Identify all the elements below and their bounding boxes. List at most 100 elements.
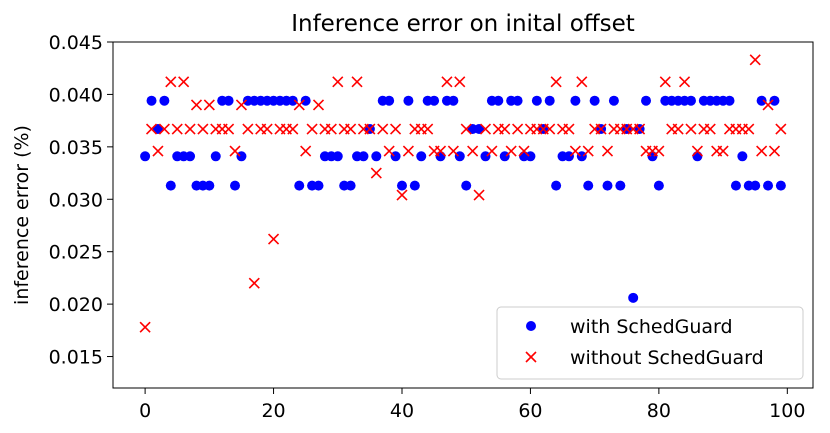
point-with-schedguard (313, 180, 324, 191)
point-without-schedguard (775, 123, 787, 135)
legend-label: with SchedGuard (570, 316, 733, 338)
legend: with SchedGuard without SchedGuard (496, 306, 804, 380)
legend-label: without SchedGuard (570, 347, 764, 369)
y-tick-label: 0.025 (49, 242, 103, 264)
point-without-schedguard (434, 145, 447, 157)
y-tick-label: 0.035 (49, 137, 103, 159)
point-without-schedguard (582, 145, 594, 157)
x-axis-ticks: 0 20 40 60 80 100 (139, 388, 805, 422)
point-without-schedguard (267, 233, 280, 245)
point-with-schedguard (287, 95, 298, 106)
point-with-schedguard (159, 95, 170, 106)
point-with-schedguard (602, 180, 613, 191)
series-without-schedguard (139, 54, 787, 333)
point-with-schedguard (570, 95, 581, 106)
point-without-schedguard (139, 321, 151, 333)
point-without-schedguard (152, 145, 164, 157)
point-with-schedguard (544, 95, 555, 106)
point-without-schedguard (235, 99, 248, 111)
point-without-schedguard (223, 123, 235, 135)
point-with-schedguard (448, 95, 459, 106)
point-with-schedguard (461, 180, 472, 191)
point-without-schedguard (377, 123, 389, 135)
series-with-schedguard (140, 95, 786, 303)
point-with-schedguard (576, 151, 587, 162)
point-with-schedguard (409, 180, 420, 191)
point-with-schedguard (396, 180, 407, 191)
point-with-schedguard (152, 124, 163, 135)
point-without-schedguard (563, 123, 575, 135)
point-without-schedguard (512, 123, 524, 135)
point-without-schedguard (634, 123, 646, 135)
point-with-schedguard (416, 151, 427, 162)
point-with-schedguard (390, 151, 401, 162)
point-without-schedguard (454, 76, 466, 88)
point-without-schedguard (441, 76, 453, 88)
point-with-schedguard (474, 124, 485, 135)
point-without-schedguard (396, 189, 408, 201)
point-without-schedguard (364, 123, 376, 135)
point-without-schedguard (287, 123, 299, 135)
x-tick-label: 20 (261, 400, 285, 422)
point-with-schedguard (531, 95, 542, 106)
y-axis-ticks: 0.015 0.020 0.025 0.030 0.035 0.040 0.045 (49, 32, 113, 369)
point-with-schedguard (692, 151, 703, 162)
point-without-schedguard (261, 123, 273, 135)
point-with-schedguard (493, 95, 504, 106)
point-with-schedguard (525, 151, 536, 162)
point-without-schedguard (717, 145, 729, 157)
chart-title: Inference error on inital offset (291, 11, 635, 37)
point-with-schedguard (551, 180, 562, 191)
point-without-schedguard (184, 123, 196, 135)
y-axis-label: inference error (%) (11, 125, 33, 305)
point-with-schedguard (165, 180, 176, 191)
point-without-schedguard (499, 123, 511, 135)
point-with-schedguard (763, 180, 774, 191)
point-without-schedguard (691, 145, 703, 157)
point-with-schedguard (730, 180, 741, 191)
point-with-schedguard (454, 151, 465, 162)
point-with-schedguard (146, 95, 157, 106)
point-with-schedguard (615, 180, 626, 191)
point-with-schedguard (756, 95, 767, 106)
point-without-schedguard (672, 123, 684, 135)
point-without-schedguard (190, 99, 203, 111)
y-tick-label: 0.015 (49, 347, 103, 369)
point-with-schedguard (185, 151, 196, 162)
point-with-schedguard (300, 95, 311, 106)
x-tick-label: 40 (390, 400, 414, 422)
point-without-schedguard (576, 76, 588, 88)
point-without-schedguard (306, 123, 318, 135)
point-with-schedguard (563, 151, 574, 162)
legend-marker (526, 321, 536, 331)
point-without-schedguard (595, 123, 607, 135)
point-with-schedguard (429, 95, 440, 106)
x-tick-label: 0 (139, 400, 151, 422)
point-without-schedguard (158, 123, 170, 135)
point-without-schedguard (749, 54, 761, 66)
point-without-schedguard (505, 145, 517, 157)
point-without-schedguard (743, 123, 755, 135)
point-with-schedguard (737, 151, 748, 162)
y-tick-label: 0.045 (49, 32, 103, 54)
point-without-schedguard (325, 123, 337, 135)
point-without-schedguard (479, 123, 492, 135)
point-with-schedguard (499, 151, 510, 162)
point-without-schedguard (467, 145, 479, 157)
point-without-schedguard (762, 99, 774, 111)
point-with-schedguard (647, 151, 658, 162)
point-with-schedguard (384, 95, 395, 106)
point-without-schedguard (704, 123, 716, 135)
point-with-schedguard (435, 151, 446, 162)
point-with-schedguard (210, 151, 221, 162)
point-with-schedguard (512, 95, 523, 106)
point-without-schedguard (756, 145, 768, 157)
point-with-schedguard (204, 180, 215, 191)
point-with-schedguard (403, 95, 414, 106)
point-with-schedguard (750, 180, 761, 191)
point-with-schedguard (480, 151, 491, 162)
point-with-schedguard (294, 180, 305, 191)
point-with-schedguard (140, 151, 151, 162)
